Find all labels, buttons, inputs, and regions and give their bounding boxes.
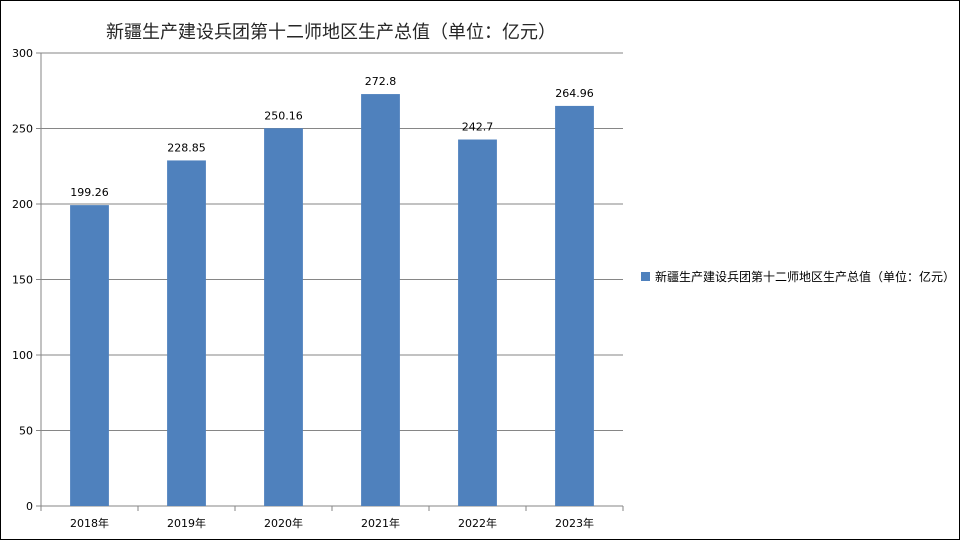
- data-label: 264.96: [555, 87, 594, 100]
- x-tick-label: 2019年: [167, 516, 206, 530]
- data-label: 272.8: [365, 75, 397, 88]
- x-tick-label: 2021年: [361, 516, 400, 530]
- legend-label: 新疆生产建设兵团第十二师地区生产总值（单位：亿元）: [655, 270, 956, 284]
- data-label: 242.7: [462, 121, 494, 134]
- y-tick-label: 250: [12, 123, 33, 136]
- legend: 新疆生产建设兵团第十二师地区生产总值（单位：亿元）: [641, 269, 956, 285]
- y-tick-label: 200: [12, 198, 33, 211]
- bar: [555, 105, 594, 506]
- x-tick-label: 2020年: [264, 516, 303, 530]
- bar: [167, 160, 206, 506]
- y-tick-label: 150: [12, 274, 33, 287]
- bar: [264, 128, 303, 506]
- x-tick-label: 2022年: [458, 516, 497, 530]
- data-label: 250.16: [264, 109, 303, 122]
- y-tick-label: 300: [12, 47, 33, 60]
- data-label: 199.26: [70, 186, 109, 199]
- y-tick-label: 50: [19, 425, 33, 438]
- chart-title: 新疆生产建设兵团第十二师地区生产总值（单位：亿元）: [106, 22, 556, 43]
- y-tick-label: 100: [12, 349, 33, 362]
- y-tick-label: 0: [26, 500, 33, 513]
- bar: [458, 139, 497, 506]
- x-tick-label: 2023年: [555, 516, 594, 530]
- x-tick-label: 2018年: [70, 516, 109, 530]
- bar: [70, 205, 109, 506]
- bar: [361, 94, 400, 507]
- legend-swatch: [641, 272, 650, 281]
- data-label: 228.85: [167, 141, 206, 154]
